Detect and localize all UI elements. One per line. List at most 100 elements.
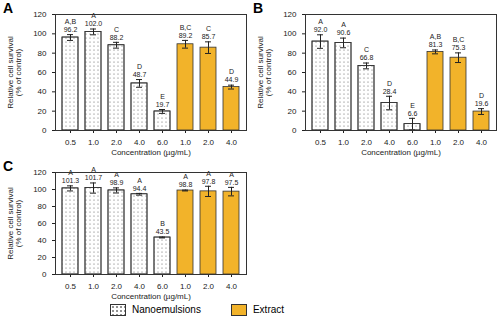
svg-text:97.5: 97.5 xyxy=(225,179,239,186)
svg-text:Relative cell survival(% of co: Relative cell survival(% of control) xyxy=(256,36,273,109)
svg-text:2.0: 2.0 xyxy=(203,138,215,147)
svg-text:0.5: 0.5 xyxy=(65,138,77,147)
svg-text:44.9: 44.9 xyxy=(225,76,239,83)
svg-text:60: 60 xyxy=(38,68,47,77)
svg-text:C: C xyxy=(114,26,119,33)
svg-text:0: 0 xyxy=(42,270,47,279)
svg-text:85.7: 85.7 xyxy=(202,33,216,40)
svg-text:A: A xyxy=(137,177,142,184)
svg-text:0: 0 xyxy=(42,126,47,135)
svg-text:2.0: 2.0 xyxy=(111,138,123,147)
svg-text:100: 100 xyxy=(33,185,47,194)
svg-text:40: 40 xyxy=(288,87,297,96)
svg-text:4.0: 4.0 xyxy=(476,138,488,147)
html-text:Nanoemulsions: Nanoemulsions xyxy=(132,304,201,315)
svg-text:0: 0 xyxy=(292,126,297,135)
html-text:C: C xyxy=(3,158,14,174)
svg-text:48.7: 48.7 xyxy=(133,71,147,78)
svg-text:19.6: 19.6 xyxy=(475,100,489,107)
svg-text:D: D xyxy=(387,80,392,87)
svg-text:D: D xyxy=(137,63,142,70)
svg-text:1.0: 1.0 xyxy=(338,138,350,147)
svg-text:66.8: 66.8 xyxy=(360,54,374,61)
svg-text:94.4: 94.4 xyxy=(133,185,147,192)
svg-text:102.0: 102.0 xyxy=(85,20,103,27)
svg-text:B,C: B,C xyxy=(180,24,192,31)
svg-text:81.3: 81.3 xyxy=(429,41,443,48)
svg-text:Concentration (µg/mL): Concentration (µg/mL) xyxy=(111,292,191,301)
svg-text:120: 120 xyxy=(33,168,47,177)
svg-text:75.3: 75.3 xyxy=(452,44,466,51)
svg-text:20: 20 xyxy=(288,107,297,116)
svg-text:90.6: 90.6 xyxy=(337,29,351,36)
svg-text:E: E xyxy=(410,102,415,109)
svg-text:A: A xyxy=(318,18,323,25)
svg-text:80: 80 xyxy=(38,49,47,58)
svg-text:2.0: 2.0 xyxy=(111,282,123,291)
svg-text:A: A xyxy=(91,12,96,19)
svg-text:43.5: 43.5 xyxy=(156,228,170,235)
svg-text:1.0: 1.0 xyxy=(88,282,100,291)
svg-text:Relative cell survival(% of co: Relative cell survival(% of control) xyxy=(6,187,23,260)
svg-text:19.7: 19.7 xyxy=(156,101,170,108)
svg-text:40: 40 xyxy=(38,87,47,96)
svg-text:97.8: 97.8 xyxy=(202,178,216,185)
svg-text:28.4: 28.4 xyxy=(383,88,397,95)
svg-text:D: D xyxy=(479,92,484,99)
svg-text:1.0: 1.0 xyxy=(180,282,192,291)
svg-text:98.8: 98.8 xyxy=(179,181,193,188)
svg-text:1.0: 1.0 xyxy=(88,138,100,147)
svg-text:92.0: 92.0 xyxy=(314,26,328,33)
svg-text:100: 100 xyxy=(33,29,47,38)
svg-text:C: C xyxy=(364,46,369,53)
svg-text:A: A xyxy=(341,21,346,28)
svg-text:80: 80 xyxy=(288,49,297,58)
svg-text:A: A xyxy=(206,170,211,177)
svg-text:Relative cell survival(% of co: Relative cell survival(% of control) xyxy=(6,36,23,109)
svg-text:Concentration (µg/mL): Concentration (µg/mL) xyxy=(361,148,441,157)
svg-text:4.0: 4.0 xyxy=(134,138,146,147)
svg-text:100: 100 xyxy=(283,29,297,38)
svg-text:4.0: 4.0 xyxy=(226,138,238,147)
svg-text:120: 120 xyxy=(283,10,297,19)
svg-text:A: A xyxy=(183,173,188,180)
svg-text:6.0: 6.0 xyxy=(157,282,169,291)
svg-text:A,B: A,B xyxy=(65,18,77,25)
svg-text:20: 20 xyxy=(38,253,47,262)
svg-text:4.0: 4.0 xyxy=(226,282,238,291)
svg-text:20: 20 xyxy=(38,107,47,116)
svg-text:101.3: 101.3 xyxy=(62,177,80,184)
svg-text:40: 40 xyxy=(38,236,47,245)
svg-text:96.2: 96.2 xyxy=(64,26,78,33)
svg-text:E: E xyxy=(160,93,165,100)
svg-text:2.0: 2.0 xyxy=(453,138,465,147)
svg-text:60: 60 xyxy=(38,219,47,228)
svg-text:88.2: 88.2 xyxy=(110,34,124,41)
svg-text:2.0: 2.0 xyxy=(203,282,215,291)
svg-text:89.2: 89.2 xyxy=(179,32,193,39)
svg-text:120: 120 xyxy=(33,10,47,19)
svg-text:0.5: 0.5 xyxy=(65,282,77,291)
svg-text:C: C xyxy=(206,25,211,32)
svg-text:6.0: 6.0 xyxy=(407,138,419,147)
svg-text:60: 60 xyxy=(288,68,297,77)
svg-text:4.0: 4.0 xyxy=(134,282,146,291)
svg-text:101.7: 101.7 xyxy=(85,174,103,181)
html-text:A: A xyxy=(3,0,14,16)
svg-text:6.0: 6.0 xyxy=(157,138,169,147)
svg-text:1.0: 1.0 xyxy=(180,138,192,147)
svg-text:B: B xyxy=(160,220,165,227)
svg-text:6.6: 6.6 xyxy=(408,110,418,117)
svg-text:80: 80 xyxy=(38,202,47,211)
svg-text:2.0: 2.0 xyxy=(361,138,373,147)
svg-text:4.0: 4.0 xyxy=(384,138,396,147)
svg-text:98.9: 98.9 xyxy=(110,179,124,186)
svg-text:A,B: A,B xyxy=(430,33,442,40)
html-text:B: B xyxy=(253,0,264,16)
svg-text:B,C: B,C xyxy=(453,36,465,43)
svg-text:1.0: 1.0 xyxy=(430,138,442,147)
svg-text:A: A xyxy=(229,171,234,178)
svg-text:0.5: 0.5 xyxy=(315,138,327,147)
svg-text:D: D xyxy=(229,68,234,75)
svg-text:Concentration (µg/mL): Concentration (µg/mL) xyxy=(111,148,191,157)
